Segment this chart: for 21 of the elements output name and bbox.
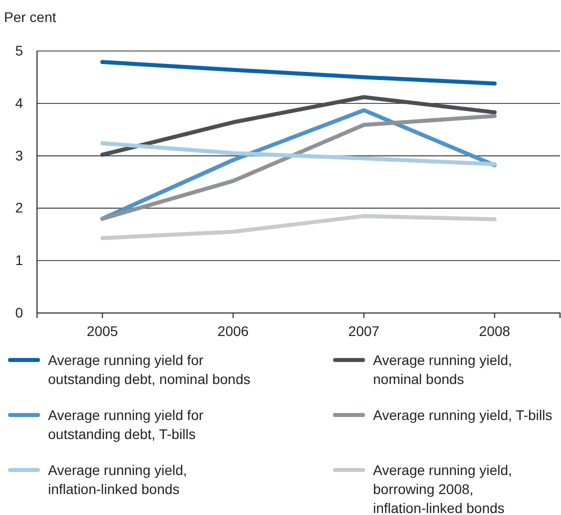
x-tick-label: 2007 [348, 322, 380, 339]
line-series [100, 60, 497, 86]
legend-label: Average running yield, nominal bonds [373, 352, 512, 387]
y-tick-label: 1 [15, 252, 24, 268]
y-tick-label: 5 [15, 42, 24, 58]
y-tick-label: 0 [15, 304, 24, 320]
legend-label: Average running yield, T-bills [373, 407, 552, 423]
x-tick-label: 2008 [479, 322, 510, 339]
line-series [100, 141, 497, 166]
legend-label: Average running yield, inflation-linked bonds [48, 462, 188, 497]
y-tick-label: 4 [15, 94, 24, 111]
line-series [100, 95, 497, 157]
y-tick-label: 3 [15, 147, 24, 164]
y-axis-title: Per cent [4, 9, 56, 25]
legend-label: Average running yield for outstanding debt, T-bills [48, 407, 204, 442]
legend-label: Average running yield for outstanding debt, nominal bonds [48, 352, 250, 387]
legend-label: Average running yield, borrowing 2008, inflation-linked bonds [373, 462, 512, 515]
x-tick-label: 2005 [86, 322, 118, 339]
x-tick-label: 2006 [218, 322, 249, 339]
y-tick-label: 2 [15, 200, 24, 216]
line-series [100, 214, 497, 240]
